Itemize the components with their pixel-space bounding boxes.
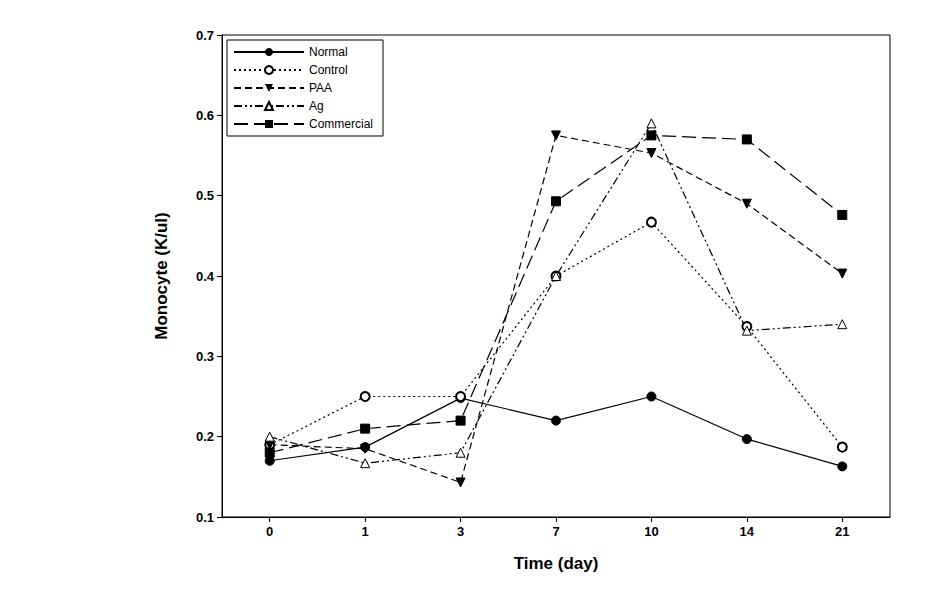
- svg-text:7: 7: [552, 524, 559, 539]
- svg-text:0.5: 0.5: [196, 188, 214, 203]
- svg-text:1: 1: [362, 524, 369, 539]
- svg-text:21: 21: [835, 524, 849, 539]
- svg-text:Ag: Ag: [309, 99, 324, 113]
- svg-text:0.3: 0.3: [196, 349, 214, 364]
- svg-text:Monocyte (K/ul): Monocyte (K/ul): [152, 212, 171, 340]
- svg-text:3: 3: [457, 524, 464, 539]
- svg-text:Control: Control: [309, 63, 348, 77]
- svg-text:0.6: 0.6: [196, 108, 214, 123]
- svg-text:0.4: 0.4: [196, 269, 215, 284]
- svg-text:10: 10: [644, 524, 658, 539]
- svg-text:0.2: 0.2: [196, 429, 214, 444]
- svg-text:14: 14: [740, 524, 755, 539]
- svg-text:Commercial: Commercial: [309, 117, 373, 131]
- svg-text:0.7: 0.7: [196, 28, 214, 43]
- svg-text:Normal: Normal: [309, 45, 348, 59]
- svg-text:Time (day): Time (day): [514, 554, 599, 573]
- svg-text:0: 0: [266, 524, 273, 539]
- svg-text:PAA: PAA: [309, 81, 332, 95]
- svg-text:0.1: 0.1: [196, 510, 214, 525]
